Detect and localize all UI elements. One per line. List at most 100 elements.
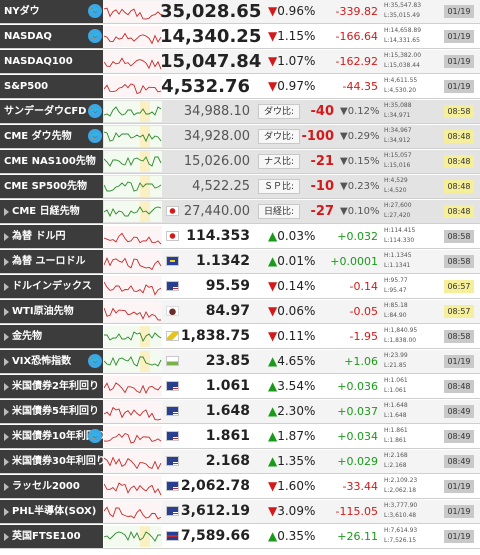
current-price: 4,532.76 — [161, 76, 250, 97]
instrument-name[interactable]: CME ダウ先物 — [0, 125, 103, 148]
high-low: H:14,658.89 L:14,331.65 — [384, 26, 438, 46]
sparkline-chart[interactable] — [104, 476, 162, 497]
sparkline-chart[interactable] — [104, 401, 162, 422]
sparkline-chart[interactable] — [104, 26, 162, 47]
quote-row[interactable]: 為替 ユーロドル 1.1342 ▲0.01% +0.0001 H:1.1345 L:1.1… — [0, 250, 480, 274]
high-value: H:1.648 — [384, 402, 408, 409]
quote-row[interactable]: サンデーダウCFD 🐦 34,988.10 ダウ比: -40 ▼0.12% H:35,088… — [0, 100, 480, 124]
update-time: 08:49 — [444, 430, 474, 443]
update-time: 08:58 — [444, 255, 474, 268]
sparkline-chart[interactable] — [104, 51, 162, 72]
sparkline-chart[interactable] — [104, 226, 162, 247]
low-value: L:95.47 — [384, 287, 407, 294]
quote-row[interactable]: NASDAQ 🐦 14,340.25 ▼1.15% -166.64 H:14,658.89… — [0, 25, 480, 49]
quote-row[interactable]: 米国債券2年利回り 1.061 ▲3.54% +0.036 H:1.061 L:1.061… — [0, 375, 480, 399]
instrument-name[interactable]: 金先物 — [0, 325, 103, 348]
current-price: 2,062.78 — [180, 478, 250, 494]
high-value: H:4,611.55 — [384, 77, 418, 84]
percent-value: 0.96% — [277, 4, 316, 18]
quote-row[interactable]: ラッセル2000 2,062.78 ▼1.60% -33.44 H:2,109.23 L:… — [0, 475, 480, 499]
twitter-icon[interactable]: 🐦 — [88, 429, 102, 443]
quote-row[interactable]: 英国FTSE100 7,589.66 ▲0.35% +26.11 H:7,614.93 L… — [0, 525, 480, 549]
sparkline-chart[interactable] — [104, 376, 162, 397]
sparkline-chart[interactable] — [104, 101, 162, 122]
update-time: 06:57 — [444, 280, 474, 293]
high-low: H:85.18 L:84.90 — [384, 301, 438, 321]
instrument-name[interactable]: ドルインデックス — [0, 275, 103, 298]
direction-arrow-icon: ▼ — [268, 79, 278, 93]
percent-change: ▲2.30% — [268, 400, 334, 423]
instrument-name[interactable]: VIX恐怖指数 — [0, 350, 103, 373]
sparkline-chart[interactable] — [104, 351, 162, 372]
instrument-name[interactable]: 米国債券5年利回り — [0, 400, 103, 423]
instrument-name[interactable]: 米国債券10年利回り — [0, 425, 103, 448]
quote-row[interactable]: 米国債券10年利回り 🐦 1.861 ▲1.87% +0.034 H:1.861 L:1.8… — [0, 425, 480, 449]
instrument-name[interactable]: NYダウ — [0, 0, 103, 23]
flag-jp-icon — [166, 206, 179, 216]
flag-uk-icon — [166, 531, 179, 541]
quote-row[interactable]: VIX恐怖指数 🐦 23.85 ▲4.65% +1.06 H:23.99 L:21.85 01… — [0, 350, 480, 374]
direction-arrow-icon: ▼ — [268, 54, 278, 68]
quote-row[interactable]: NYダウ 🐦 35,028.65 ▼0.96% -339.82 H:35,547.83 L:… — [0, 0, 480, 24]
sparkline-chart[interactable] — [104, 526, 162, 547]
comparison-percent: ▼0.23% — [340, 175, 386, 198]
instrument-name[interactable]: PHL半導体(SOX) — [0, 500, 103, 523]
sparkline-chart[interactable] — [104, 451, 162, 472]
quote-row[interactable]: 米国債券5年利回り 1.648 ▲2.30% +0.037 H:1.648 L:1.648… — [0, 400, 480, 424]
quote-row[interactable]: 為替 ドル円 114.353 ▲0.03% +0.032 H:114.415 L:114.… — [0, 225, 480, 249]
instrument-name[interactable]: S&P500 — [0, 75, 103, 98]
direction-arrow-icon: ▼ — [340, 131, 348, 142]
high-value: H:35,547.83 — [384, 2, 422, 9]
sparkline-chart[interactable] — [104, 176, 162, 197]
instrument-name[interactable]: NASDAQ — [0, 25, 103, 48]
sparkline-chart[interactable] — [104, 201, 162, 222]
twitter-icon[interactable]: 🐦 — [88, 29, 102, 43]
twitter-icon[interactable]: 🐦 — [88, 4, 102, 18]
sparkline-chart[interactable] — [104, 301, 162, 322]
sparkline-chart[interactable] — [104, 126, 162, 147]
sparkline-chart[interactable] — [104, 501, 162, 522]
instrument-name[interactable]: WTI原油先物 — [0, 300, 103, 323]
sparkline-chart[interactable] — [104, 251, 162, 272]
flag-us-icon — [166, 481, 179, 491]
sparkline-chart[interactable] — [104, 76, 162, 97]
sparkline-chart[interactable] — [104, 151, 162, 172]
low-value: L:34,971 — [384, 112, 411, 119]
quote-row[interactable]: NASDAQ100 15,047.84 ▼1.07% -162.92 H:15,382.… — [0, 50, 480, 74]
instrument-name[interactable]: CME SP500先物 — [0, 175, 103, 198]
high-value: H:23.99 — [384, 352, 408, 359]
update-time: 01/19 — [444, 355, 474, 368]
quote-row[interactable]: 米国債券30年利回り 2.168 ▲1.35% +0.029 H:2.168 L:2.16… — [0, 450, 480, 474]
instrument-name[interactable]: 米国債券30年利回り — [0, 450, 103, 473]
quote-row[interactable]: ドルインデックス 95.59 ▼0.14% -0.14 H:95.77 L:95.47 06… — [0, 275, 480, 299]
twitter-icon[interactable]: 🐦 — [88, 129, 102, 143]
instrument-name[interactable]: 為替 ドル円 — [0, 225, 103, 248]
instrument-name[interactable]: ラッセル2000 — [0, 475, 103, 498]
update-time: 01/19 — [444, 505, 474, 518]
instrument-name[interactable]: 英国FTSE100 — [0, 525, 103, 548]
twitter-icon[interactable]: 🐦 — [88, 354, 102, 368]
instrument-name[interactable]: CME 日経先物 — [0, 200, 103, 223]
sparkline-chart[interactable] — [104, 1, 162, 22]
quote-row[interactable]: CME SP500先物 4,522.25 ＳＰ比: -10 ▼0.23% H:4,529 L… — [0, 175, 480, 199]
instrument-name[interactable]: サンデーダウCFD — [0, 100, 103, 123]
sparkline-chart[interactable] — [104, 326, 162, 347]
sparkline-chart[interactable] — [104, 426, 162, 447]
current-price: 3,612.19 — [180, 503, 250, 519]
direction-arrow-icon: ▼ — [340, 181, 348, 192]
quote-row[interactable]: CME 日経先物 27,440.00 日経比: -27 ▼0.10% H:27,600 L:… — [0, 200, 480, 224]
instrument-name[interactable]: CME NAS100先物 — [0, 150, 103, 173]
percent-value: 3.09% — [277, 504, 316, 518]
quote-row[interactable]: S&P500 4,532.76 ▼0.97% -44.35 H:4,611.55 L:4,… — [0, 75, 480, 99]
quote-row[interactable]: CME NAS100先物 15,026.00 ナス比: -21 ▼0.15% H:15,0… — [0, 150, 480, 174]
percent-value: 1.07% — [277, 54, 316, 68]
quote-row[interactable]: PHL半導体(SOX) 3,612.19 ▼3.09% -115.05 H:3,777.… — [0, 500, 480, 524]
instrument-name[interactable]: 米国債券2年利回り — [0, 375, 103, 398]
instrument-name[interactable]: NASDAQ100 — [0, 50, 103, 73]
quote-row[interactable]: WTI原油先物 84.97 ▼0.06% -0.05 H:85.18 L:84.90 08:… — [0, 300, 480, 324]
twitter-icon[interactable]: 🐦 — [88, 104, 102, 118]
quote-row[interactable]: CME ダウ先物 🐦 34,928.00 ダウ比: -100 ▼0.29% H:34,967… — [0, 125, 480, 149]
quote-row[interactable]: 金先物 1,838.75 ▼0.11% -1.95 H:1,840.95 L:1,838.… — [0, 325, 480, 349]
sparkline-chart[interactable] — [104, 276, 162, 297]
instrument-name[interactable]: 為替 ユーロドル — [0, 250, 103, 273]
